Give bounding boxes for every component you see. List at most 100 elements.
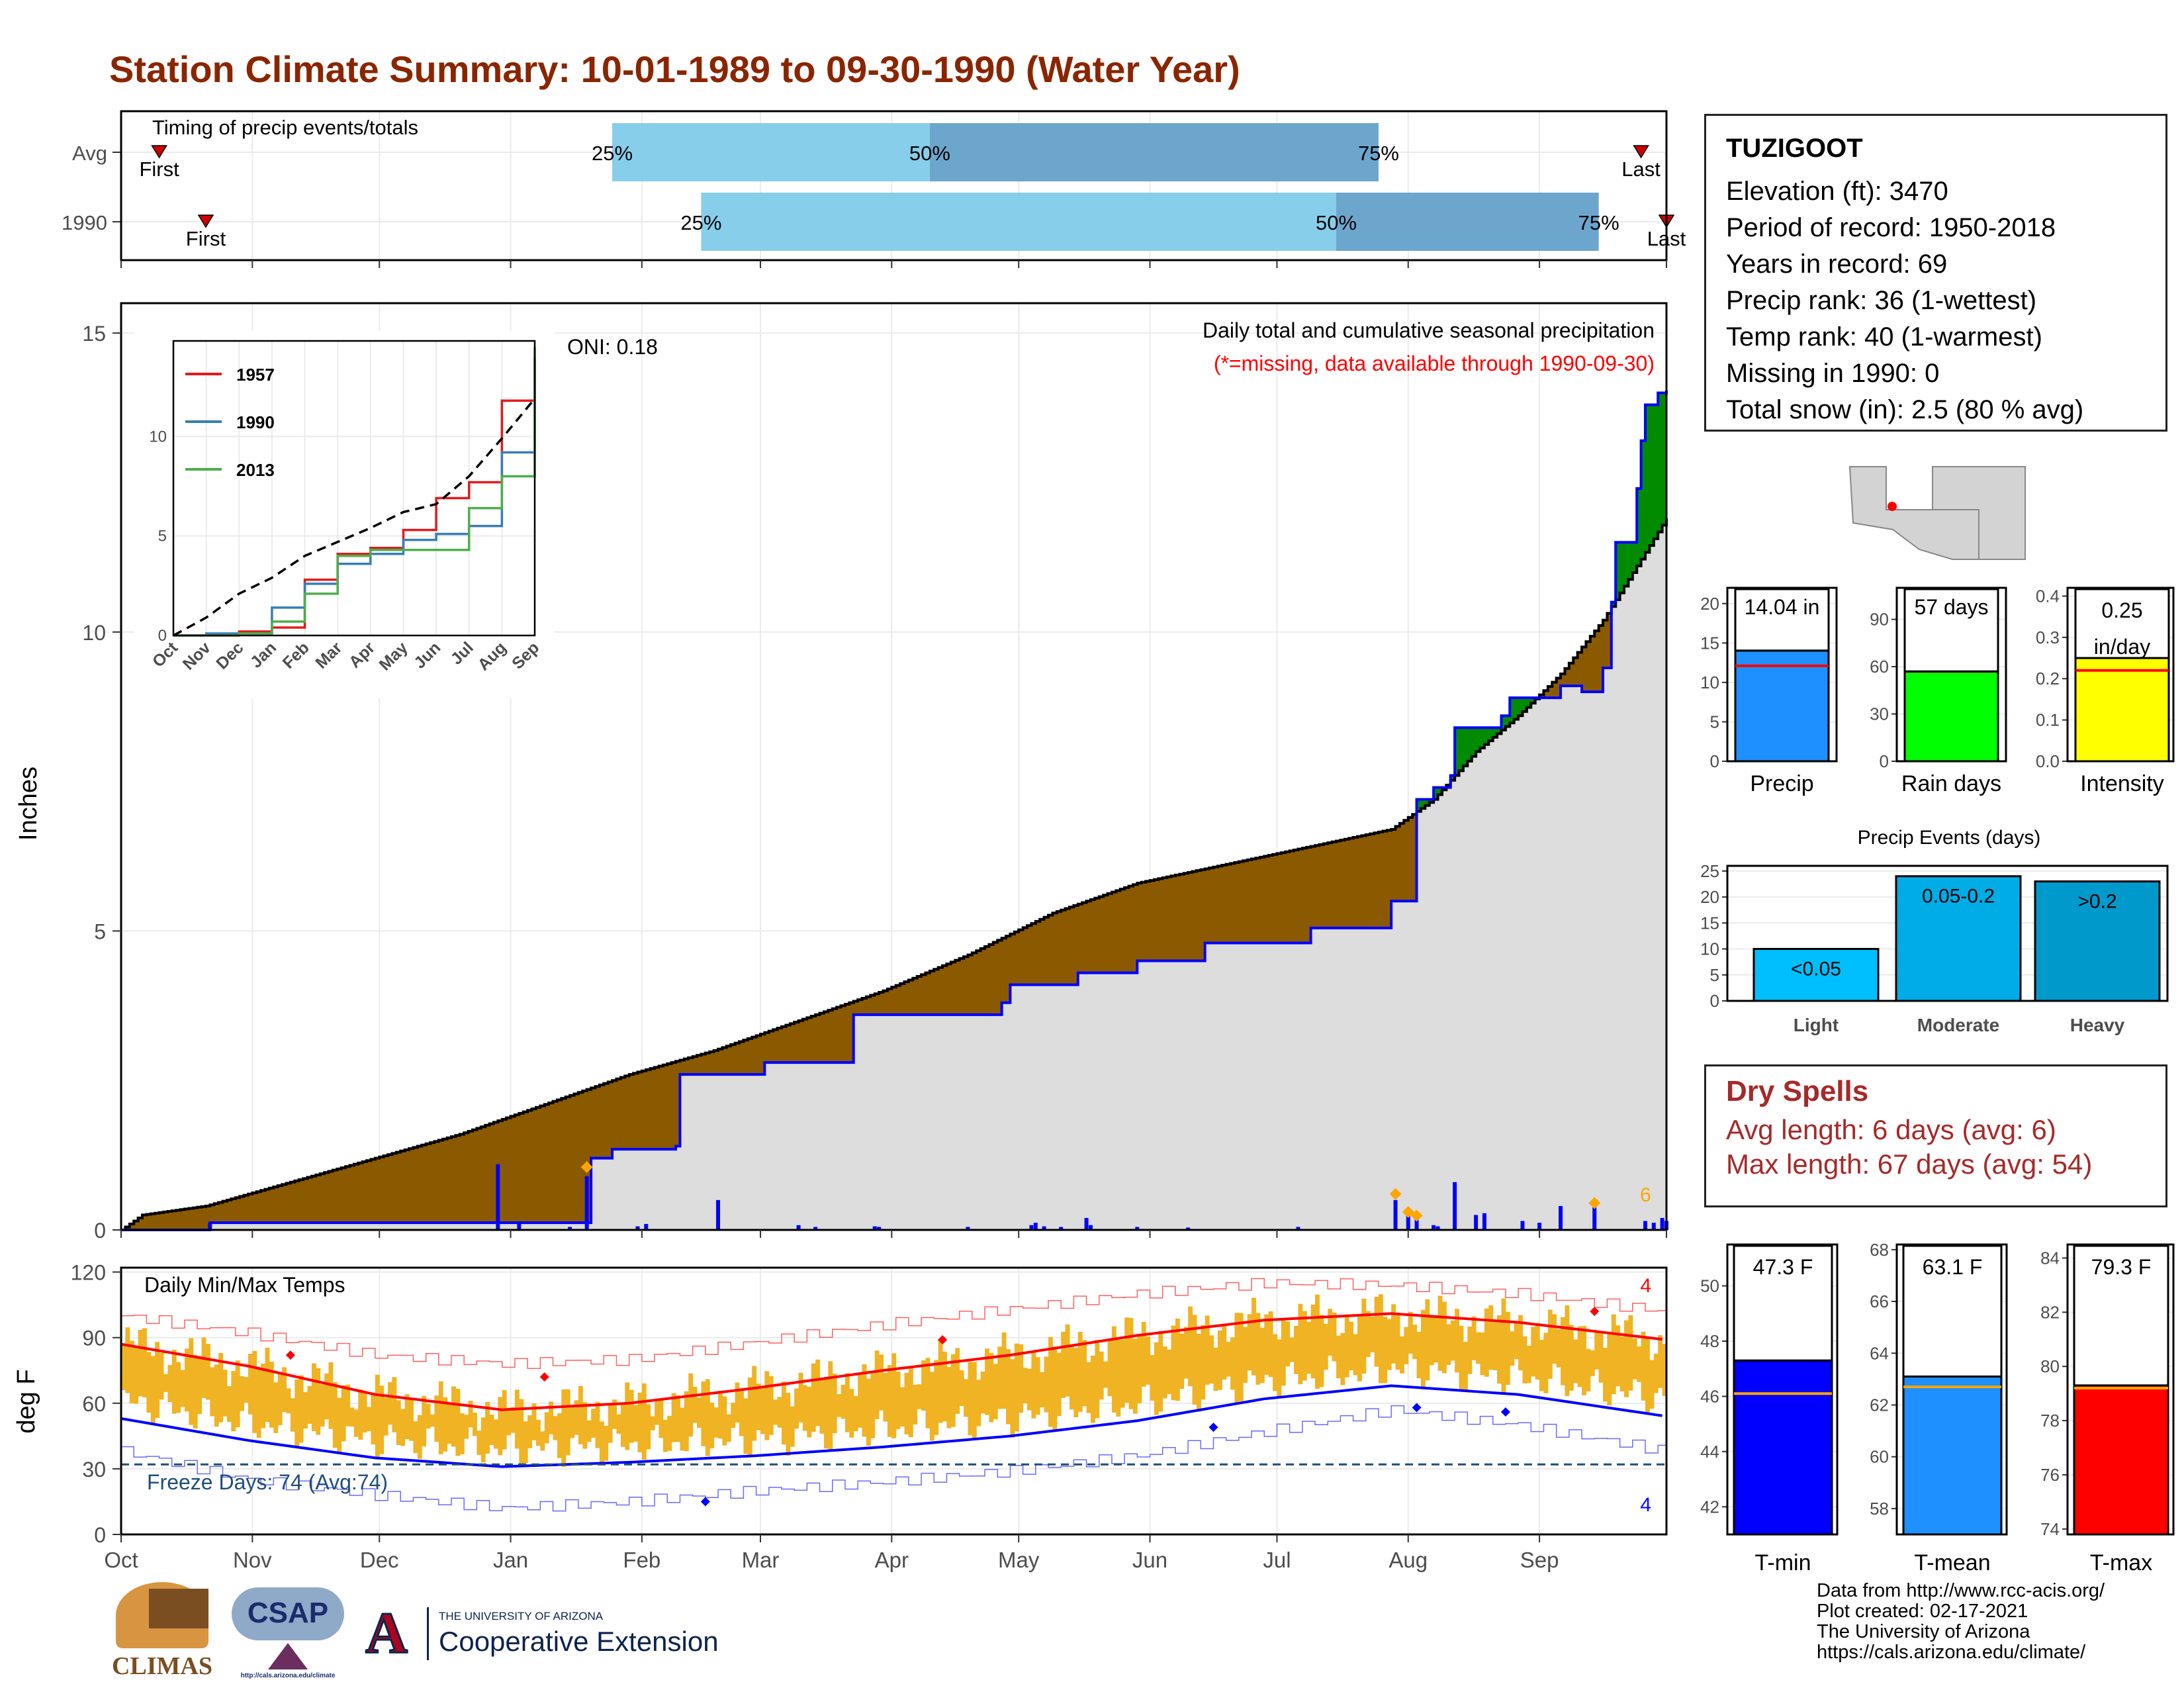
daily-temp-bar [1061, 1331, 1066, 1398]
daily-precip-bar [1432, 1225, 1436, 1230]
daily-temp-bar [676, 1395, 680, 1442]
daily-temp-bar [1539, 1339, 1544, 1391]
daily-temp-bar [768, 1376, 774, 1435]
daily-temp-bar [1543, 1333, 1549, 1393]
y-tick-label: 0 [94, 1219, 106, 1243]
value-label: 47.3 F [1753, 1255, 1813, 1279]
x-tick-label: Mar [742, 1548, 780, 1572]
temp-summary-title: T-mean [1914, 1550, 1990, 1575]
daily-temp-bar [349, 1407, 355, 1427]
temp-summary-bar [1733, 1359, 1833, 1536]
daily-temp-bar [946, 1366, 952, 1429]
daily-temp-bar [612, 1399, 617, 1429]
daily-precip-bar [877, 1227, 882, 1230]
daily-temp-bar [565, 1389, 570, 1456]
daily-temp-bar [959, 1370, 964, 1406]
daily-temp-bar [502, 1389, 507, 1450]
daily-temp-bar [1006, 1349, 1011, 1425]
daily-temp-bar [837, 1394, 842, 1417]
daily-temp-bar [1619, 1336, 1625, 1391]
daily-temp-bar [586, 1420, 592, 1442]
daily-temp-bar [1378, 1294, 1383, 1383]
daily-temp-bar [307, 1385, 312, 1425]
daily-temp-bar [1247, 1314, 1252, 1371]
daily-temp-bar [447, 1403, 452, 1444]
y-tick-label: 82 [2040, 1302, 2060, 1322]
daily-temp-bar [1073, 1348, 1079, 1417]
daily-temp-bar [667, 1415, 672, 1451]
daily-temp-bar [155, 1342, 160, 1419]
daily-temp-bar [794, 1388, 799, 1429]
dry-spells-title: Dry Spells [1726, 1075, 1869, 1107]
daily-temp-bars [121, 1294, 1667, 1467]
daily-temp-bar [1361, 1298, 1367, 1374]
daily-temp-bar [1412, 1325, 1418, 1360]
daily-temp-bar [159, 1352, 164, 1400]
credit-line: Data from http://www.rcc-acis.org/ [1817, 1580, 2105, 1601]
snow-marker [1410, 1209, 1423, 1222]
y-tick-label: 76 [2040, 1465, 2060, 1485]
daily-temp-bar [1213, 1347, 1218, 1391]
daily-temp-bar [1582, 1326, 1586, 1395]
avg-max-line [120, 1312, 1662, 1411]
daily-precip-bar [1296, 1227, 1300, 1230]
daily-temp-bar [972, 1362, 977, 1440]
daily-temp-bar [1463, 1342, 1468, 1391]
timeline-q25-label: 25% [680, 211, 721, 234]
daily-temp-bar [697, 1397, 702, 1428]
y-tick-label: 0 [1710, 751, 1719, 771]
daily-temp-bar [1192, 1315, 1197, 1405]
daily-temp-bar [493, 1419, 498, 1449]
daily-temp-bar [1048, 1336, 1053, 1427]
state-border [1886, 467, 1933, 510]
y-tick-label: 0 [94, 1523, 106, 1547]
daily-temp-bar [1069, 1344, 1074, 1410]
daily-temp-bar [659, 1399, 664, 1438]
daily-temp-bar [1086, 1362, 1091, 1413]
daily-temp-bar [1328, 1309, 1333, 1356]
daily-temp-bar [1365, 1311, 1371, 1358]
daily-temp-bar [468, 1400, 473, 1428]
daily-temp-bar [210, 1367, 215, 1417]
daily-temp-bar [1298, 1303, 1303, 1385]
y-axis-label: deg F [13, 1369, 40, 1433]
daily-temp-bar [1505, 1311, 1510, 1385]
y-tick-label: 15 [82, 322, 106, 346]
daily-temp-bar [1387, 1319, 1392, 1370]
daily-temp-bar [798, 1372, 803, 1423]
daily-temp-bar [1146, 1336, 1151, 1385]
daily-precip-bar [1660, 1217, 1664, 1230]
station-line: Total snow (in): 2.5 (80 % avg) [1726, 395, 2084, 424]
daily-temp-bar [925, 1358, 931, 1429]
daily-temp-bar [510, 1407, 516, 1433]
daily-temp-bar [1459, 1325, 1464, 1389]
daily-temp-bar [367, 1407, 371, 1432]
last-event-marker [1633, 145, 1649, 159]
station-line: Precip rank: 36 (1-wettest) [1726, 286, 2037, 315]
daily-temp-bar [1302, 1311, 1307, 1381]
y-tick-label: 42 [1700, 1497, 1719, 1517]
value-label: 0.25 [2101, 598, 2142, 622]
daily-precip-bar [1029, 1225, 1034, 1230]
daily-temp-bar [320, 1384, 325, 1427]
daily-temp-bar [226, 1385, 232, 1423]
daily-temp-bar [1353, 1334, 1358, 1376]
daily-temp-bar [413, 1421, 418, 1454]
event-bar [2034, 880, 2161, 1002]
daily-temp-bar [1001, 1332, 1007, 1409]
timeline-panel-border [120, 110, 1668, 261]
daily-precip-bar [568, 1227, 572, 1230]
daily-temp-bar [379, 1385, 385, 1454]
daily-temp-bar [1238, 1313, 1244, 1401]
daily-temp-bar [841, 1384, 846, 1419]
daily-temp-bar [1120, 1339, 1125, 1408]
daily-temp-bar [1103, 1361, 1109, 1388]
daily-temp-bar [1561, 1317, 1565, 1385]
precip-panel-title: Daily total and cumulative seasonal prec… [1203, 318, 1655, 342]
inset-legend-label: 1990 [236, 412, 275, 432]
daily-temp-bar [1349, 1321, 1354, 1371]
y-tick-label: 84 [2040, 1248, 2060, 1268]
inset-legend-label: 2013 [236, 460, 275, 480]
daily-temp-bar [964, 1379, 968, 1417]
daily-temp-bar [641, 1383, 647, 1460]
